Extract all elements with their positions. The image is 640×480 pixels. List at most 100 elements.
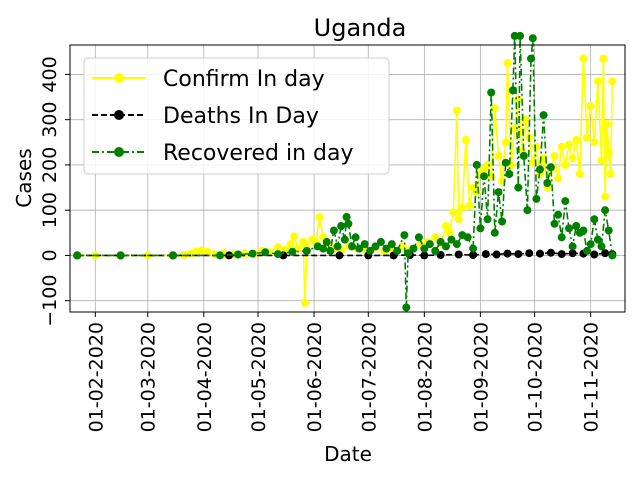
data-point (565, 140, 573, 149)
data-point (302, 246, 311, 255)
data-point (387, 240, 396, 249)
data-point (480, 172, 488, 181)
data-point (601, 249, 610, 258)
data-point (487, 88, 496, 97)
legend-label: Deaths In Day (163, 104, 319, 129)
legend-marker (114, 73, 124, 83)
x-tick-label: 01-03-2020 (138, 322, 160, 432)
data-point (288, 247, 297, 256)
data-point (290, 232, 299, 241)
data-point (539, 111, 548, 120)
data-point (528, 34, 537, 43)
legend: Confirm In day Deaths In Day Recovered in … (83, 57, 390, 175)
data-point (503, 59, 512, 68)
data-point (601, 192, 610, 201)
data-point (465, 201, 474, 210)
data-point (216, 251, 224, 260)
data-point (601, 206, 610, 215)
data-point (546, 163, 555, 172)
legend-label: Confirm In day (163, 67, 325, 92)
data-point (116, 251, 125, 260)
data-point (597, 242, 606, 251)
data-point (593, 77, 602, 86)
data-point (335, 251, 344, 260)
data-point (337, 222, 346, 230)
y-tick-label: 300 (39, 102, 61, 138)
data-point (449, 208, 458, 217)
data-point (342, 213, 351, 221)
data-point (301, 298, 309, 307)
data-point (458, 203, 467, 212)
data-point (501, 158, 510, 167)
data-point (315, 213, 324, 221)
data-point (604, 149, 613, 158)
data-point (333, 242, 342, 251)
data-point (494, 151, 503, 160)
data-point (527, 54, 535, 63)
data-point (568, 154, 577, 163)
data-point (442, 222, 450, 230)
data-point (461, 136, 470, 144)
data-point (376, 237, 385, 246)
data-point (532, 142, 541, 151)
data-point (572, 222, 581, 230)
x-tick-label: 01-11-2020 (581, 322, 603, 432)
data-point (519, 151, 528, 160)
series-0 (73, 54, 617, 307)
y-tick-label: 0 (39, 249, 61, 261)
data-point (516, 31, 525, 40)
data-point (593, 235, 602, 244)
data-point (514, 95, 523, 104)
data-point (436, 237, 445, 246)
data-point (344, 219, 353, 228)
data-point (599, 54, 608, 63)
data-point (503, 249, 512, 258)
data-point (510, 124, 519, 133)
data-point (557, 250, 566, 259)
data-point (355, 244, 364, 253)
y-tick-label: 200 (39, 147, 61, 183)
data-point (409, 244, 418, 253)
data-point (483, 160, 492, 169)
data-point (420, 244, 429, 253)
data-point (360, 240, 369, 249)
data-point (521, 115, 530, 124)
data-point (494, 188, 503, 197)
data-point (508, 86, 517, 95)
chart-title: Uganda (314, 14, 407, 42)
data-point (454, 250, 463, 259)
data-point (604, 226, 613, 235)
data-point (481, 250, 490, 259)
data-point (348, 242, 356, 251)
data-point (575, 170, 584, 178)
legend-marker (114, 147, 124, 157)
data-point (590, 250, 599, 259)
data-point (602, 120, 611, 129)
data-point (472, 188, 481, 197)
y-tick-label: −100 (39, 275, 61, 327)
data-point (498, 217, 507, 226)
data-point (203, 247, 212, 256)
data-point (501, 138, 510, 147)
data-point (590, 138, 599, 147)
data-point (169, 251, 177, 260)
legend-marker (114, 110, 124, 120)
x-tick-label: 01-07-2020 (358, 322, 380, 432)
data-point (261, 248, 270, 257)
data-point (414, 233, 423, 242)
data-point (463, 233, 472, 242)
data-point (554, 210, 563, 219)
data-point (514, 183, 523, 192)
data-point (597, 156, 606, 165)
data-point (447, 235, 456, 244)
data-point (590, 215, 599, 224)
data-point (351, 233, 360, 242)
data-point (248, 249, 257, 258)
data-point (579, 226, 588, 235)
x-tick-label: 01-09-2020 (470, 322, 492, 432)
data-point (572, 136, 581, 144)
data-point (583, 133, 591, 142)
data-point (469, 244, 478, 253)
data-point (340, 235, 349, 244)
